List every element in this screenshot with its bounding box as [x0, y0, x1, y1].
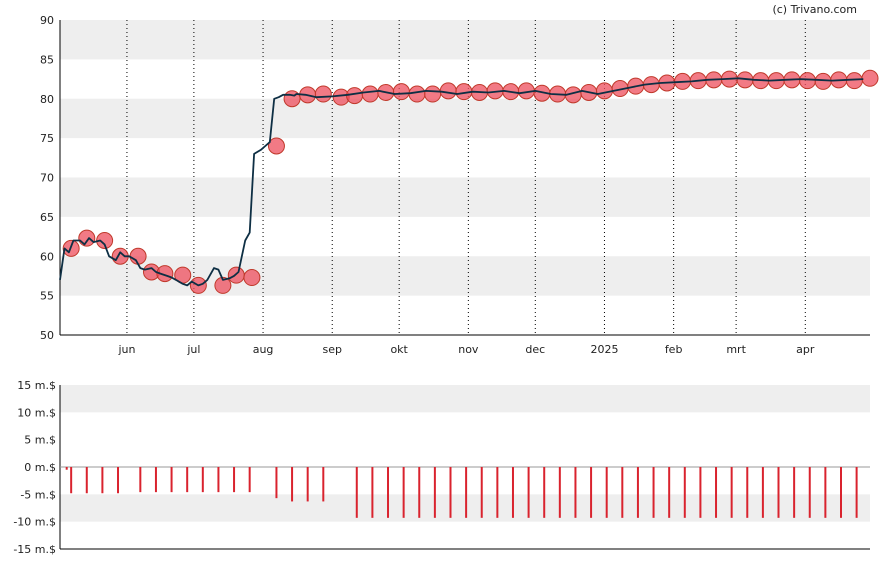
month-tick-label: sep [322, 343, 341, 356]
month-tick-label: okt [390, 343, 408, 356]
trade-marker [156, 265, 174, 283]
month-tick-label: 2025 [590, 343, 618, 356]
month-tick-label: feb [665, 343, 683, 356]
price-y-tick-label: 75 [40, 132, 54, 145]
month-tick-label: aug [253, 343, 274, 356]
month-tick-label: apr [796, 343, 815, 356]
volume-y-tick-label: -5 m.$ [20, 488, 56, 501]
price-grid-band [60, 20, 870, 60]
month-tick-label: jul [186, 343, 200, 356]
price-line [59, 77, 864, 287]
volume-panel: 15 m.$ 10 m.$ 5 m.$ 0 m.$ -5 m.$ -10 m.$ -15 m… [13, 379, 870, 556]
copyright-label: (c) Trivano.com [772, 3, 857, 16]
trade-marker [129, 247, 147, 265]
price-y-tick-label: 90 [40, 14, 54, 27]
trade-marker [392, 83, 410, 101]
price-y-tick-label: 60 [40, 250, 54, 263]
trade-marker [814, 72, 832, 90]
month-tick-label: jun [117, 343, 135, 356]
trade-marker [78, 229, 96, 247]
price-y-tick-label: 50 [40, 329, 54, 342]
trade-marker [283, 90, 301, 108]
month-tick-label: mrt [726, 343, 746, 356]
trade-marker [227, 266, 245, 284]
price-y-tick-label: 55 [40, 290, 54, 303]
volume-y-tick-label: 15 m.$ [17, 379, 56, 392]
trade-marker [243, 269, 261, 287]
price-y-tick-label: 70 [40, 172, 54, 185]
trade-marker [424, 85, 442, 103]
price-panel: 50 55 60 65 70 75 80 85 90 jun jul aug sep okt nov dec 2… [40, 14, 879, 356]
trade-marker [361, 85, 379, 103]
volume-y-tick-label: 0 m.$ [24, 461, 56, 474]
price-y-tick-label: 65 [40, 211, 54, 224]
volume-y-tick-label: 5 m.$ [24, 434, 56, 447]
volume-y-tick-label: 10 m.$ [17, 406, 56, 419]
price-grid-band [60, 98, 870, 139]
trade-marker [314, 85, 332, 103]
price-y-tick-label: 85 [40, 53, 54, 66]
month-tick-label: nov [458, 343, 479, 356]
volume-grid-band [60, 494, 870, 522]
trade-marker [861, 69, 879, 87]
trade-marker [346, 87, 364, 105]
volume-grid-band [60, 385, 870, 413]
month-tick-label: dec [525, 343, 545, 356]
volume-y-tick-label: -15 m.$ [13, 543, 56, 556]
trade-marker [439, 82, 457, 100]
price-y-tick-label: 80 [40, 93, 54, 106]
trade-marker [799, 72, 817, 90]
trade-marker [267, 137, 285, 155]
trade-marker [408, 85, 426, 103]
price-grid-band [60, 177, 870, 217]
trade-marker [214, 276, 232, 294]
volume-y-tick-label: -10 m.$ [13, 516, 56, 529]
